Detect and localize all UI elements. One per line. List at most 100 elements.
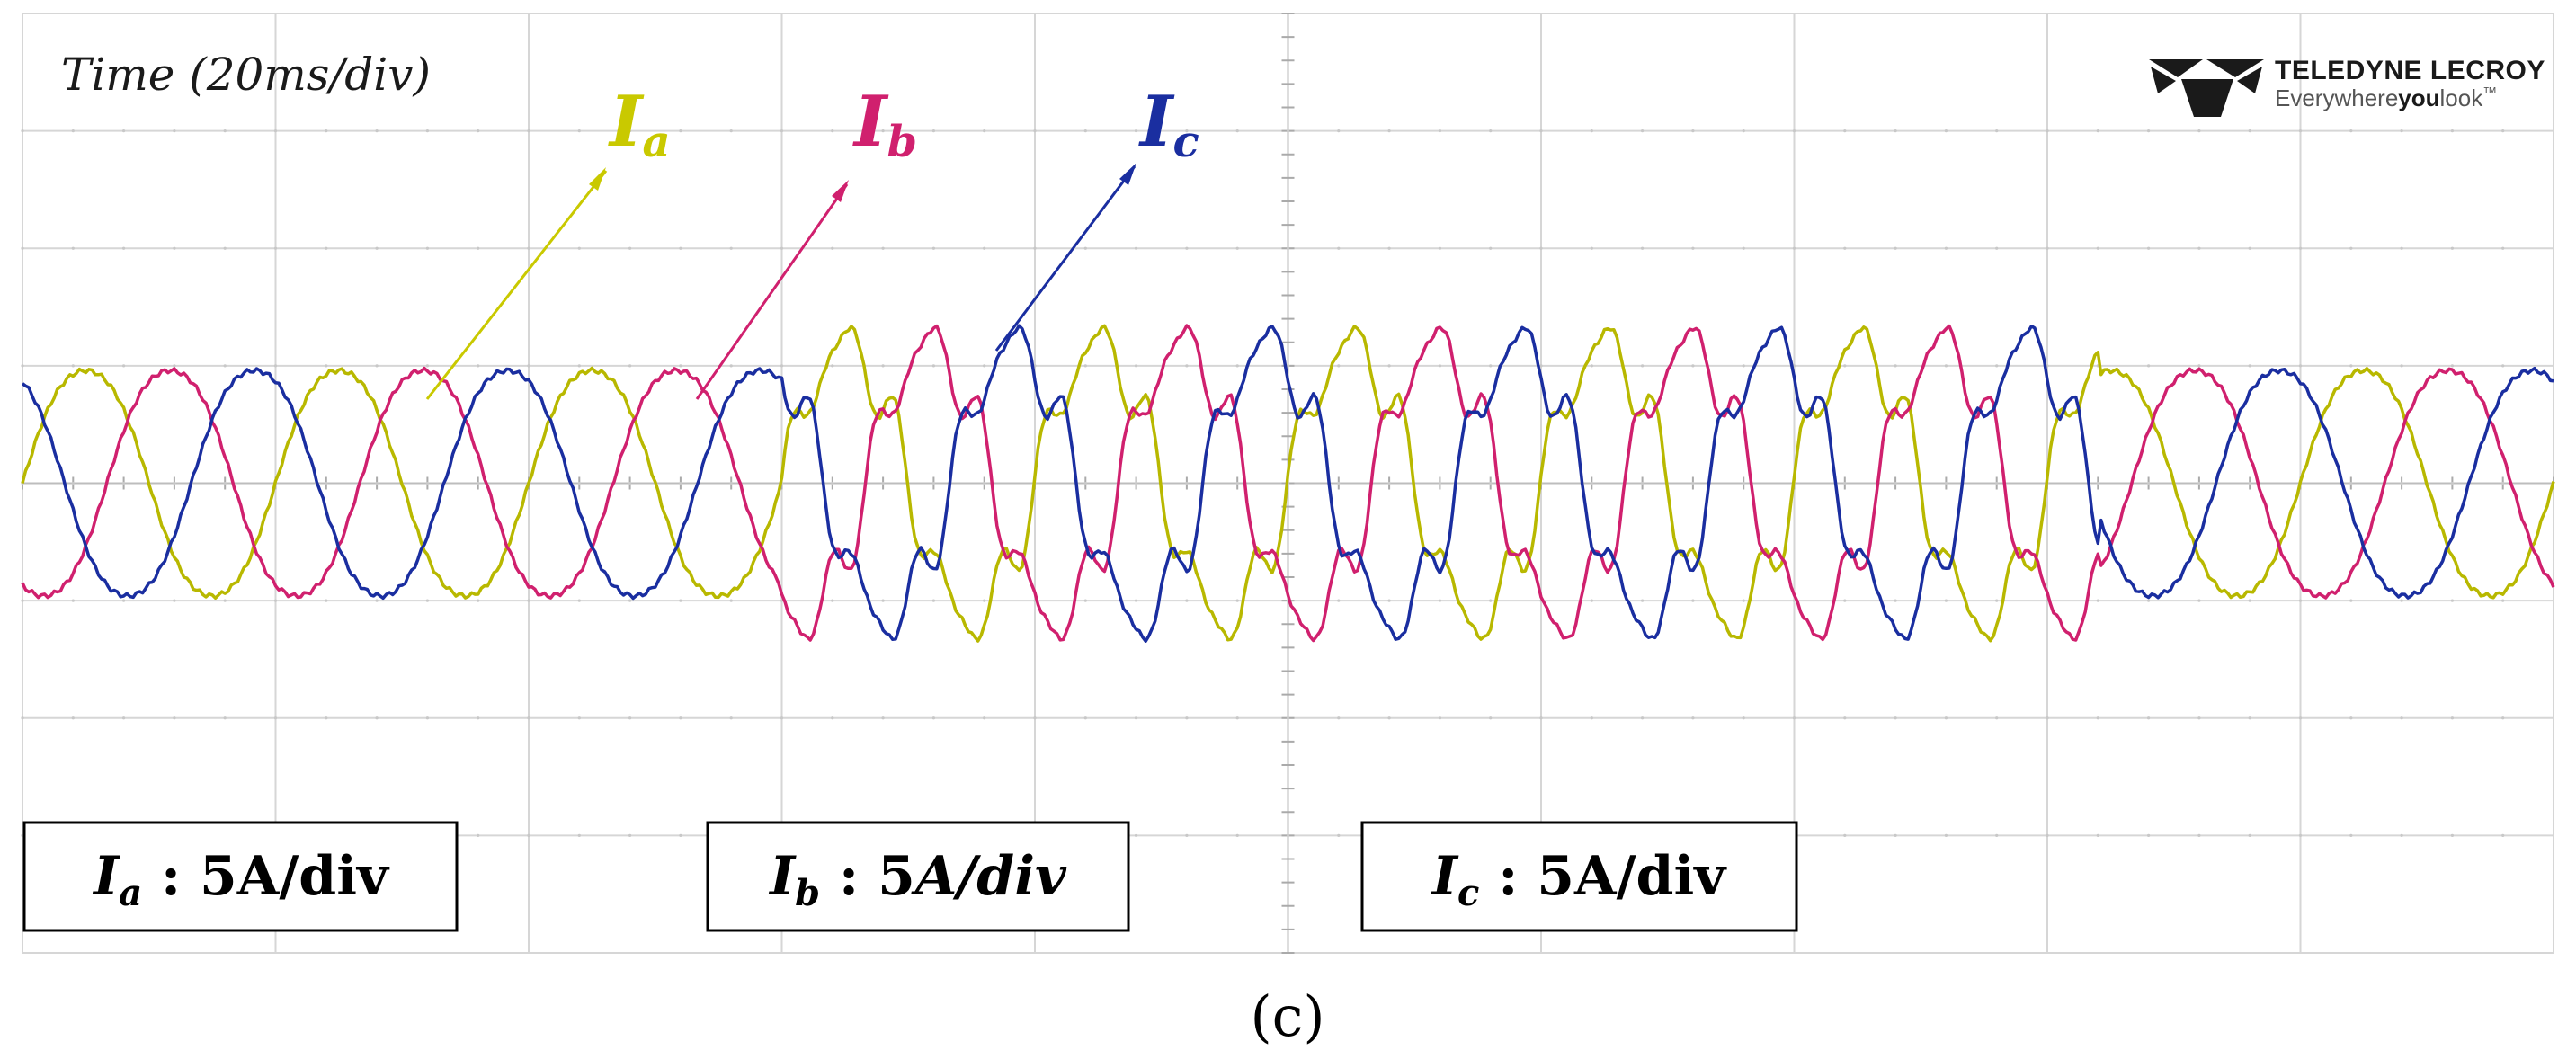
grid-dot bbox=[1894, 246, 1897, 250]
grid-dot bbox=[527, 129, 530, 133]
grid-dot bbox=[2096, 716, 2099, 720]
grid-dot bbox=[2197, 716, 2201, 720]
grid-dot bbox=[2450, 364, 2454, 368]
grid-dot bbox=[2298, 599, 2303, 602]
grid-dot bbox=[1742, 129, 1745, 133]
grid-dot bbox=[122, 364, 126, 368]
grid-dot bbox=[1792, 716, 1796, 720]
grid-dot bbox=[1944, 364, 1948, 368]
grid-dot bbox=[1438, 599, 1441, 602]
grid-dot bbox=[1944, 481, 1948, 485]
grid-dot bbox=[2147, 716, 2151, 720]
brand-name: TELEDYNE LECROY bbox=[2275, 56, 2545, 85]
grid-dot bbox=[223, 599, 227, 602]
grid-dot bbox=[1843, 129, 1847, 133]
grid-dot bbox=[2248, 833, 2251, 837]
grid-dot bbox=[425, 129, 429, 133]
grid-dot bbox=[375, 716, 379, 720]
grid-dot bbox=[2501, 246, 2505, 250]
grid-dot bbox=[1235, 599, 1239, 602]
grid-dot bbox=[983, 129, 986, 133]
grid-dot bbox=[21, 129, 24, 133]
grid-dot bbox=[983, 246, 986, 250]
grid-dot bbox=[2248, 246, 2251, 250]
grid-dot bbox=[425, 364, 429, 368]
grid-dot bbox=[729, 716, 733, 720]
grid-dot bbox=[2147, 129, 2151, 133]
grid-dot bbox=[1641, 716, 1645, 720]
grid-dot bbox=[2349, 481, 2353, 485]
grid-dot bbox=[375, 599, 379, 602]
grid-dot bbox=[1590, 481, 1593, 485]
teledyne-lecroy-icon bbox=[2149, 59, 2264, 117]
brand-tagline: Everywhereyoulook™ bbox=[2275, 85, 2497, 111]
grid-dot bbox=[1641, 599, 1645, 602]
grid-dot bbox=[881, 129, 885, 133]
grid-dot bbox=[425, 481, 429, 485]
grid-dot bbox=[223, 129, 227, 133]
grid-dot bbox=[477, 599, 480, 602]
grid-dot bbox=[1135, 716, 1138, 720]
grid-dot bbox=[1691, 599, 1695, 602]
grid-dot bbox=[628, 364, 632, 368]
grid-dot bbox=[1742, 364, 1745, 368]
grid-dot bbox=[425, 599, 429, 602]
grid-dot bbox=[577, 364, 581, 368]
grid-dot bbox=[931, 716, 935, 720]
grid-dot bbox=[2349, 364, 2353, 368]
grid-dot bbox=[1033, 129, 1037, 133]
grid-dot bbox=[831, 481, 834, 485]
grid-dot bbox=[2298, 246, 2303, 250]
grid-dot bbox=[2298, 364, 2303, 368]
grid-dot bbox=[1083, 599, 1087, 602]
grid-dot bbox=[2400, 599, 2403, 602]
grid-dot bbox=[122, 129, 126, 133]
grid-dot bbox=[1489, 599, 1493, 602]
grid-dot bbox=[628, 129, 632, 133]
grid-dot bbox=[1438, 481, 1441, 485]
grid-dot bbox=[425, 246, 429, 250]
grid-dot bbox=[2096, 833, 2099, 837]
grid-dot bbox=[1539, 364, 1543, 368]
grid-dot bbox=[831, 129, 834, 133]
grid-dot bbox=[1135, 129, 1138, 133]
grid-dot bbox=[1286, 364, 1290, 368]
grid-dot bbox=[273, 246, 278, 250]
grid-dot bbox=[1083, 716, 1087, 720]
grid-dot bbox=[2400, 481, 2403, 485]
grid-dot bbox=[325, 246, 328, 250]
grid-dot bbox=[1489, 481, 1493, 485]
grid-dot bbox=[1539, 716, 1543, 720]
grid-dot bbox=[273, 129, 278, 133]
grid-dot bbox=[2450, 481, 2454, 485]
grid-dot bbox=[2400, 716, 2403, 720]
grid-dot bbox=[2349, 716, 2353, 720]
grid-dot bbox=[1995, 246, 1999, 250]
grid-dot bbox=[527, 833, 530, 837]
grid-dot bbox=[1995, 364, 1999, 368]
grid-dot bbox=[679, 364, 682, 368]
grid-dot bbox=[2147, 246, 2151, 250]
grid-dot bbox=[1742, 716, 1745, 720]
grid-dot bbox=[1843, 833, 1847, 837]
grid-dot bbox=[173, 599, 176, 602]
grid-dot bbox=[1995, 129, 1999, 133]
scale-box-ib: Ib : 5A/div bbox=[706, 821, 1130, 932]
grid-dot bbox=[1944, 716, 1948, 720]
grid-dot bbox=[2501, 716, 2505, 720]
grid-dot bbox=[2046, 246, 2049, 250]
grid-dot bbox=[1590, 246, 1593, 250]
grid-dot bbox=[1235, 246, 1239, 250]
grid-dot bbox=[71, 364, 75, 368]
grid-dot bbox=[477, 833, 480, 837]
arrow-ib bbox=[695, 183, 849, 400]
grid-dot bbox=[881, 599, 885, 602]
grid-dot bbox=[2298, 716, 2303, 720]
grid-dot bbox=[2501, 364, 2505, 368]
grid-dot bbox=[1235, 364, 1239, 368]
grid-dot bbox=[1235, 481, 1239, 485]
grid-dot bbox=[1438, 246, 1441, 250]
grid-dot bbox=[71, 716, 75, 720]
grid-dot bbox=[628, 716, 632, 720]
grid-dot bbox=[2501, 129, 2505, 133]
